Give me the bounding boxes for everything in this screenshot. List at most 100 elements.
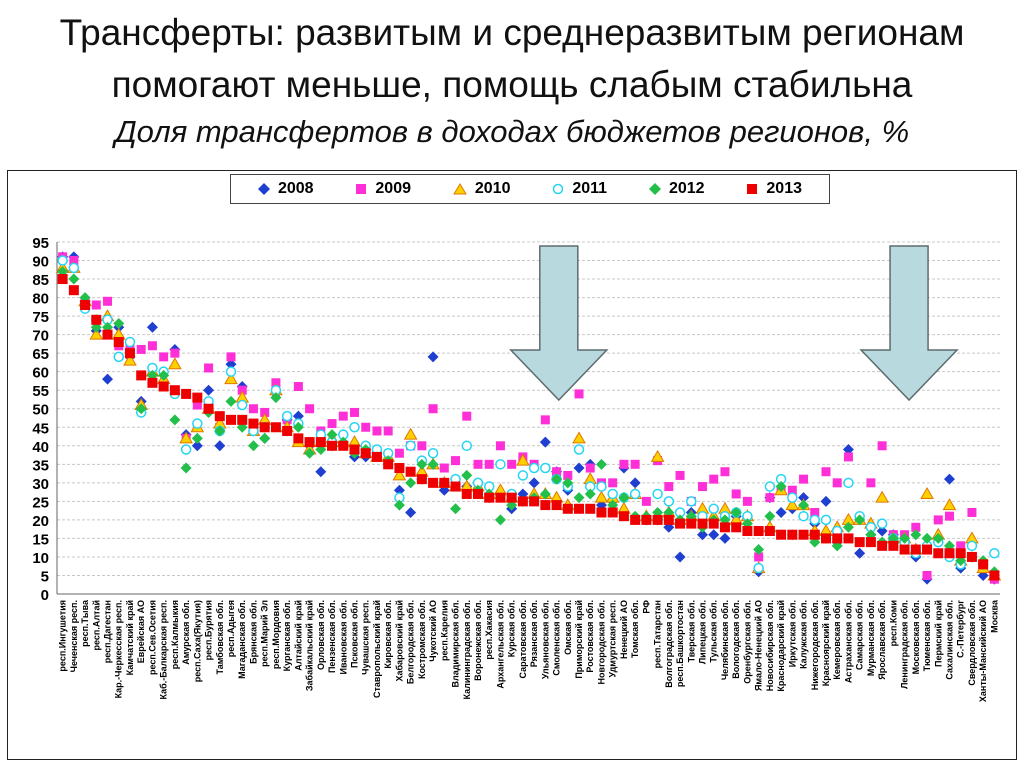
- marker-2013: [551, 500, 562, 511]
- x-tick-label: Сахалинская обл.: [944, 600, 954, 680]
- marker-2011: [192, 418, 203, 429]
- marker-2008: [102, 373, 114, 385]
- marker-2008: [674, 551, 686, 563]
- x-tick-label: Вологодская обл.: [731, 600, 741, 679]
- marker-2011: [629, 488, 641, 500]
- marker-2012: [539, 488, 551, 500]
- marker-2013: [910, 544, 921, 555]
- marker-2009: [563, 470, 573, 480]
- legend-item-2008: 2008: [257, 180, 314, 198]
- marker-2013: [113, 337, 124, 348]
- marker-2009: [967, 507, 977, 517]
- legend-marker-2009: [356, 184, 367, 194]
- marker-2009: [619, 459, 629, 469]
- marker-2012: [393, 499, 405, 511]
- marker-2013: [764, 526, 775, 537]
- x-tick-label: респ.Алтай: [91, 600, 101, 651]
- marker-2011: [573, 444, 585, 455]
- marker-2013: [899, 544, 910, 555]
- marker-2009: [765, 493, 775, 503]
- marker-2013: [450, 481, 461, 492]
- marker-2012: [326, 429, 338, 441]
- marker-2009: [248, 404, 258, 414]
- marker-2010: [875, 490, 889, 503]
- x-tick-label: Пензенская обл.: [327, 600, 337, 673]
- marker-2011: [517, 470, 529, 481]
- marker-2013: [293, 433, 304, 444]
- marker-2009: [709, 474, 719, 484]
- marker-2009: [271, 378, 281, 388]
- marker-2012: [854, 514, 866, 526]
- marker-2013: [697, 518, 708, 529]
- marker-2013: [517, 496, 528, 507]
- marker-2011: [809, 514, 821, 526]
- marker-2013: [989, 570, 1000, 581]
- marker-2011: [663, 496, 675, 507]
- x-tick-label: Белгородская обл.: [406, 600, 416, 684]
- marker-2012: [180, 462, 192, 474]
- x-tick-label: респ.Башкортостан: [675, 600, 685, 687]
- marker-2013: [731, 522, 742, 533]
- marker-2011: [607, 488, 618, 500]
- marker-2013: [472, 488, 483, 499]
- marker-2008: [191, 440, 203, 452]
- x-tick-label: Калининградская обл.: [462, 600, 472, 699]
- x-tick-label: Курганская обл.: [282, 600, 292, 671]
- x-tick-label: Тюменская обл.: [922, 600, 932, 671]
- y-tick-label: 25: [32, 494, 49, 511]
- x-tick-label: Ненецкий АО: [619, 600, 629, 659]
- marker-2013: [315, 437, 326, 448]
- marker-2009: [103, 296, 113, 306]
- marker-2008: [146, 321, 158, 333]
- marker-2010: [942, 498, 957, 511]
- legend-marker-2010: [452, 183, 467, 195]
- marker-2009: [911, 522, 921, 532]
- marker-2012: [494, 514, 506, 526]
- y-tick-label: 10: [32, 550, 49, 567]
- marker-2009: [720, 467, 730, 477]
- y-tick-label: 55: [32, 383, 49, 400]
- marker-2013: [798, 529, 809, 540]
- x-tick-label: Ярославская обл.: [877, 600, 887, 680]
- marker-2012: [259, 432, 271, 444]
- marker-2009: [260, 407, 270, 417]
- marker-2013: [147, 377, 158, 388]
- marker-2009: [731, 489, 741, 499]
- y-tick-label: 35: [32, 457, 49, 474]
- marker-2013: [226, 414, 237, 425]
- x-tick-label: респ.Ингушетия: [58, 600, 68, 672]
- marker-2012: [584, 488, 596, 500]
- legend-label-2011: 2011: [572, 180, 608, 197]
- marker-2013: [978, 559, 989, 570]
- x-tick-label: Удмуртская респ.: [608, 600, 618, 677]
- marker-2013: [877, 540, 888, 551]
- marker-2013: [787, 529, 798, 540]
- marker-2013: [57, 274, 68, 285]
- marker-2012: [899, 532, 911, 544]
- marker-2013: [237, 414, 248, 425]
- marker-2010: [403, 427, 418, 440]
- marker-2008: [842, 443, 854, 455]
- marker-2012: [416, 458, 428, 470]
- x-tick-label: Нижегородская обл.: [810, 600, 820, 690]
- marker-2013: [540, 500, 551, 511]
- marker-2008: [629, 477, 641, 489]
- x-tick-label: респ.Саха(Якутия): [192, 600, 202, 682]
- marker-2008: [775, 506, 787, 518]
- y-tick-label: 60: [32, 365, 49, 382]
- marker-2012: [214, 425, 226, 437]
- marker-2013: [865, 537, 876, 548]
- marker-2008: [798, 492, 810, 504]
- x-tick-label: Кар.-Черкесская респ.: [114, 600, 124, 698]
- marker-2013: [394, 463, 405, 474]
- marker-2011: [652, 488, 663, 500]
- marker-2013: [719, 522, 730, 533]
- marker-2013: [529, 496, 540, 507]
- marker-2009: [754, 552, 764, 562]
- x-tick-label: Иркутская обл.: [787, 600, 797, 667]
- marker-2012: [461, 469, 473, 481]
- marker-2009: [922, 570, 932, 580]
- marker-2009: [641, 496, 651, 506]
- marker-2009: [787, 485, 797, 495]
